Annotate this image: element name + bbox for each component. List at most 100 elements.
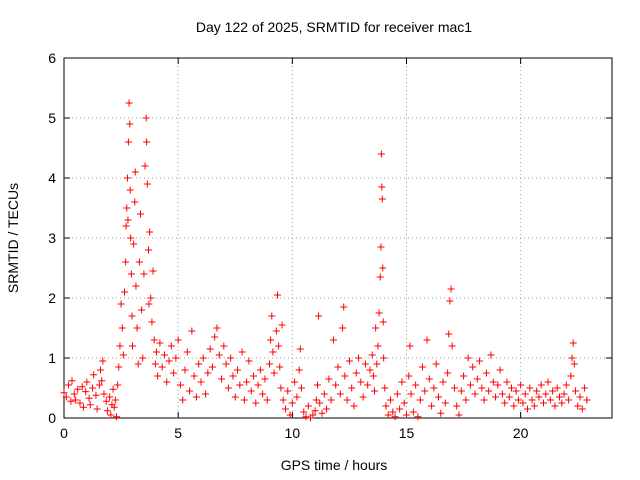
data-point-marker [482, 369, 490, 377]
data-point-marker [368, 351, 376, 359]
data-point-marker [549, 387, 557, 395]
data-point-marker [208, 363, 216, 371]
data-point-marker [382, 402, 390, 410]
data-point-marker [148, 318, 156, 326]
data-point-marker [372, 324, 380, 332]
data-point-marker [378, 183, 386, 191]
data-point-marker [293, 393, 301, 401]
data-point-marker [231, 393, 239, 401]
data-point-marker [359, 393, 367, 401]
data-point-marker [340, 303, 348, 311]
data-point-marker [485, 387, 493, 395]
data-point-marker [445, 330, 453, 338]
data-point-marker [199, 354, 207, 362]
data-point-marker [473, 375, 481, 383]
data-point-marker [188, 327, 196, 335]
data-point-marker [281, 405, 289, 413]
data-point-marker [555, 393, 563, 401]
data-point-marker [122, 258, 130, 266]
data-point-marker [149, 267, 157, 275]
data-point-marker [277, 384, 285, 392]
data-point-marker [143, 180, 151, 188]
data-point-marker [170, 369, 178, 377]
data-point-marker [581, 384, 589, 392]
data-point-marker [89, 384, 97, 392]
data-point-marker [325, 375, 333, 383]
data-point-marker [211, 333, 219, 341]
data-point-marker [569, 339, 577, 347]
data-point-marker [150, 336, 158, 344]
data-point-marker [373, 360, 381, 368]
data-point-marker [278, 321, 286, 329]
data-point-marker [243, 378, 251, 386]
y-tick-label: 5 [48, 110, 56, 126]
data-point-marker [327, 396, 335, 404]
data-point-marker [131, 198, 139, 206]
data-point-marker [252, 399, 260, 407]
data-point-marker [236, 381, 244, 389]
data-point-marker [528, 396, 536, 404]
data-point-marker [364, 381, 372, 389]
data-point-marker [130, 240, 138, 248]
data-point-marker [542, 390, 550, 398]
data-point-marker [464, 354, 472, 362]
data-point-marker [263, 396, 271, 404]
data-point-marker [553, 384, 561, 392]
x-axis-label: GPS time / hours [281, 457, 388, 473]
data-point-marker [163, 378, 171, 386]
data-point-marker [124, 138, 132, 146]
data-point-marker [369, 372, 377, 380]
data-point-marker [132, 282, 140, 290]
y-axis-label: SRMTID / TECUs [5, 183, 21, 293]
data-point-marker [558, 399, 566, 407]
data-point-marker [576, 393, 584, 401]
data-point-marker [521, 390, 529, 398]
data-point-marker [501, 399, 509, 407]
data-point-marker [398, 378, 406, 386]
data-point-marker [124, 216, 132, 224]
data-point-marker [480, 396, 488, 404]
data-point-marker [109, 385, 117, 393]
data-point-marker [378, 195, 386, 203]
data-point-marker [106, 393, 114, 401]
data-point-marker [544, 378, 552, 386]
data-point-marker [455, 411, 463, 419]
data-point-marker [444, 369, 452, 377]
data-point-marker [374, 342, 382, 350]
data-point-marker [126, 186, 134, 194]
data-point-marker [437, 409, 445, 417]
data-point-marker [407, 390, 415, 398]
y-tick-label: 1 [48, 350, 56, 366]
data-point-marker [393, 390, 401, 398]
data-point-marker [165, 357, 173, 365]
data-point-marker [268, 312, 276, 320]
data-point-marker [505, 393, 513, 401]
data-point-marker [114, 381, 122, 389]
data-point-marker [100, 390, 108, 398]
data-point-marker [295, 366, 303, 374]
data-point-marker [457, 387, 465, 395]
data-point-marker [99, 357, 107, 365]
data-point-marker [154, 372, 162, 380]
data-point-marker [462, 396, 470, 404]
data-point-marker [291, 378, 299, 386]
data-point-marker [218, 375, 226, 383]
data-point-marker [140, 270, 148, 278]
data-point-marker [117, 300, 125, 308]
data-point-marker [270, 369, 278, 377]
data-point-marker [276, 363, 284, 371]
data-point-marker [197, 378, 205, 386]
data-point-marker [320, 390, 328, 398]
data-point-marker [297, 384, 305, 392]
data-point-marker [562, 381, 570, 389]
data-point-marker [269, 348, 277, 356]
data-point-marker [512, 387, 520, 395]
data-point-marker [71, 396, 79, 404]
data-point-marker [366, 366, 374, 374]
data-point-marker [406, 342, 414, 350]
data-point-marker [348, 384, 356, 392]
data-point-marker [578, 405, 586, 413]
data-point-marker [234, 366, 242, 374]
data-point-marker [412, 381, 420, 389]
data-point-marker [158, 363, 166, 371]
